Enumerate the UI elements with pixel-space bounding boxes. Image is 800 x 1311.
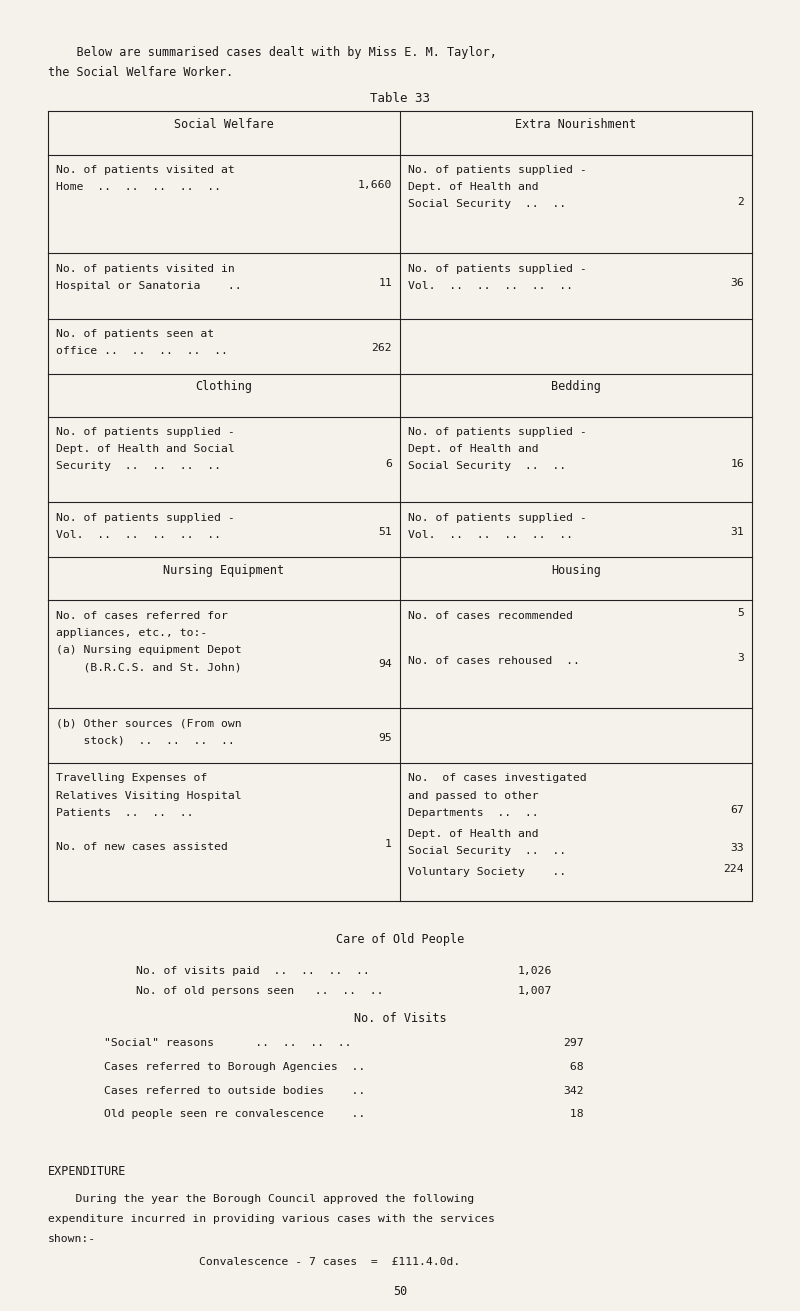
Text: No.  of cases investigated: No. of cases investigated [408,773,586,784]
Text: shown:-: shown:- [48,1234,96,1244]
Text: No. of cases rehoused  ..: No. of cases rehoused .. [408,656,580,666]
Text: 31: 31 [730,527,744,538]
Text: No. of patients seen at: No. of patients seen at [56,329,214,340]
Text: Social Security  ..  ..: Social Security .. .. [408,199,566,210]
Text: Patients  ..  ..  ..: Patients .. .. .. [56,808,194,818]
Text: No. of visits paid  ..  ..  ..  ..: No. of visits paid .. .. .. .. [136,966,370,977]
Text: Below are summarised cases dealt with by Miss E. M. Taylor,: Below are summarised cases dealt with by… [48,46,497,59]
Text: No. of patients supplied -: No. of patients supplied - [408,264,586,274]
Text: the Social Welfare Worker.: the Social Welfare Worker. [48,66,234,79]
Text: and passed to other: and passed to other [408,791,538,801]
Text: stock)  ..  ..  ..  ..: stock) .. .. .. .. [56,735,234,746]
Text: Hospital or Sanatoria    ..: Hospital or Sanatoria .. [56,281,242,291]
Text: During the year the Borough Council approved the following: During the year the Borough Council appr… [48,1194,474,1205]
Text: 1,660: 1,660 [358,180,392,190]
Text: No. of old persons seen   ..  ..  ..: No. of old persons seen .. .. .. [136,986,383,996]
Text: Clothing: Clothing [195,380,253,393]
Text: 297: 297 [563,1038,584,1049]
Text: 51: 51 [378,527,392,538]
Text: Vol.  ..  ..  ..  ..  ..: Vol. .. .. .. .. .. [56,530,221,540]
Text: No. of patients supplied -: No. of patients supplied - [408,513,586,523]
Text: Dept. of Health and Social: Dept. of Health and Social [56,444,234,455]
Text: Social Security  ..  ..: Social Security .. .. [408,461,566,472]
Text: (b) Other sources (From own: (b) Other sources (From own [56,718,242,729]
Text: 67: 67 [730,805,744,815]
Text: Social Welfare: Social Welfare [174,118,274,131]
Text: 1,007: 1,007 [518,986,552,996]
Text: No. of patients supplied -: No. of patients supplied - [408,427,586,438]
Text: Home  ..  ..  ..  ..  ..: Home .. .. .. .. .. [56,182,221,193]
Text: No. of Visits: No. of Visits [354,1012,446,1025]
Text: 94: 94 [378,659,392,670]
Text: Voluntary Society    ..: Voluntary Society .. [408,867,566,877]
Text: 36: 36 [730,278,744,288]
Text: No. of patients supplied -: No. of patients supplied - [408,165,586,176]
Text: 95: 95 [378,733,392,743]
Text: Vol.  ..  ..  ..  ..  ..: Vol. .. .. .. .. .. [408,530,573,540]
Text: 6: 6 [385,459,392,469]
Text: Dept. of Health and: Dept. of Health and [408,829,538,839]
Text: No. of patients supplied -: No. of patients supplied - [56,513,234,523]
Text: Cases referred to outside bodies    ..: Cases referred to outside bodies .. [104,1086,366,1096]
Text: 3: 3 [737,653,744,663]
Text: (a) Nursing equipment Depot: (a) Nursing equipment Depot [56,645,242,656]
Text: Bedding: Bedding [551,380,601,393]
Text: No. of new cases assisted: No. of new cases assisted [56,842,228,852]
Text: Extra Nourishment: Extra Nourishment [515,118,637,131]
Text: Cases referred to Borough Agencies  ..: Cases referred to Borough Agencies .. [104,1062,366,1072]
Text: 68: 68 [563,1062,584,1072]
Text: Convalescence - 7 cases  =  £111.4.0d.: Convalescence - 7 cases = £111.4.0d. [144,1257,460,1268]
Text: (B.R.C.S. and St. John): (B.R.C.S. and St. John) [56,662,242,673]
Text: 5: 5 [737,608,744,619]
Text: No. of cases recommended: No. of cases recommended [408,611,573,621]
Text: 11: 11 [378,278,392,288]
Text: 50: 50 [393,1285,407,1298]
Text: Housing: Housing [551,564,601,577]
Text: 1,026: 1,026 [518,966,552,977]
Text: 262: 262 [371,343,392,354]
Text: Relatives Visiting Hospital: Relatives Visiting Hospital [56,791,242,801]
Text: Security  ..  ..  ..  ..: Security .. .. .. .. [56,461,221,472]
Text: office ..  ..  ..  ..  ..: office .. .. .. .. .. [56,346,228,357]
Text: Dept. of Health and: Dept. of Health and [408,182,538,193]
Text: No. of patients supplied -: No. of patients supplied - [56,427,234,438]
Text: No. of cases referred for: No. of cases referred for [56,611,228,621]
Text: Vol.  ..  ..  ..  ..  ..: Vol. .. .. .. .. .. [408,281,573,291]
Text: Old people seen re convalescence    ..: Old people seen re convalescence .. [104,1109,366,1120]
Text: Social Security  ..  ..: Social Security .. .. [408,846,566,856]
Text: Nursing Equipment: Nursing Equipment [163,564,285,577]
Text: Table 33: Table 33 [370,92,430,105]
Text: No. of patients visited in: No. of patients visited in [56,264,234,274]
Text: Care of Old People: Care of Old People [336,933,464,947]
Text: 33: 33 [730,843,744,853]
Text: Departments  ..  ..: Departments .. .. [408,808,538,818]
Text: 1: 1 [385,839,392,850]
Text: 18: 18 [563,1109,584,1120]
Text: expenditure incurred in providing various cases with the services: expenditure incurred in providing variou… [48,1214,495,1224]
Text: EXPENDITURE: EXPENDITURE [48,1165,126,1179]
Text: Travelling Expenses of: Travelling Expenses of [56,773,207,784]
Text: appliances, etc., to:-: appliances, etc., to:- [56,628,207,638]
Text: 342: 342 [563,1086,584,1096]
Text: No. of patients visited at: No. of patients visited at [56,165,234,176]
Text: "Social" reasons      ..  ..  ..  ..: "Social" reasons .. .. .. .. [104,1038,351,1049]
Text: 2: 2 [737,197,744,207]
Text: 224: 224 [723,864,744,874]
Text: Dept. of Health and: Dept. of Health and [408,444,538,455]
Text: 16: 16 [730,459,744,469]
